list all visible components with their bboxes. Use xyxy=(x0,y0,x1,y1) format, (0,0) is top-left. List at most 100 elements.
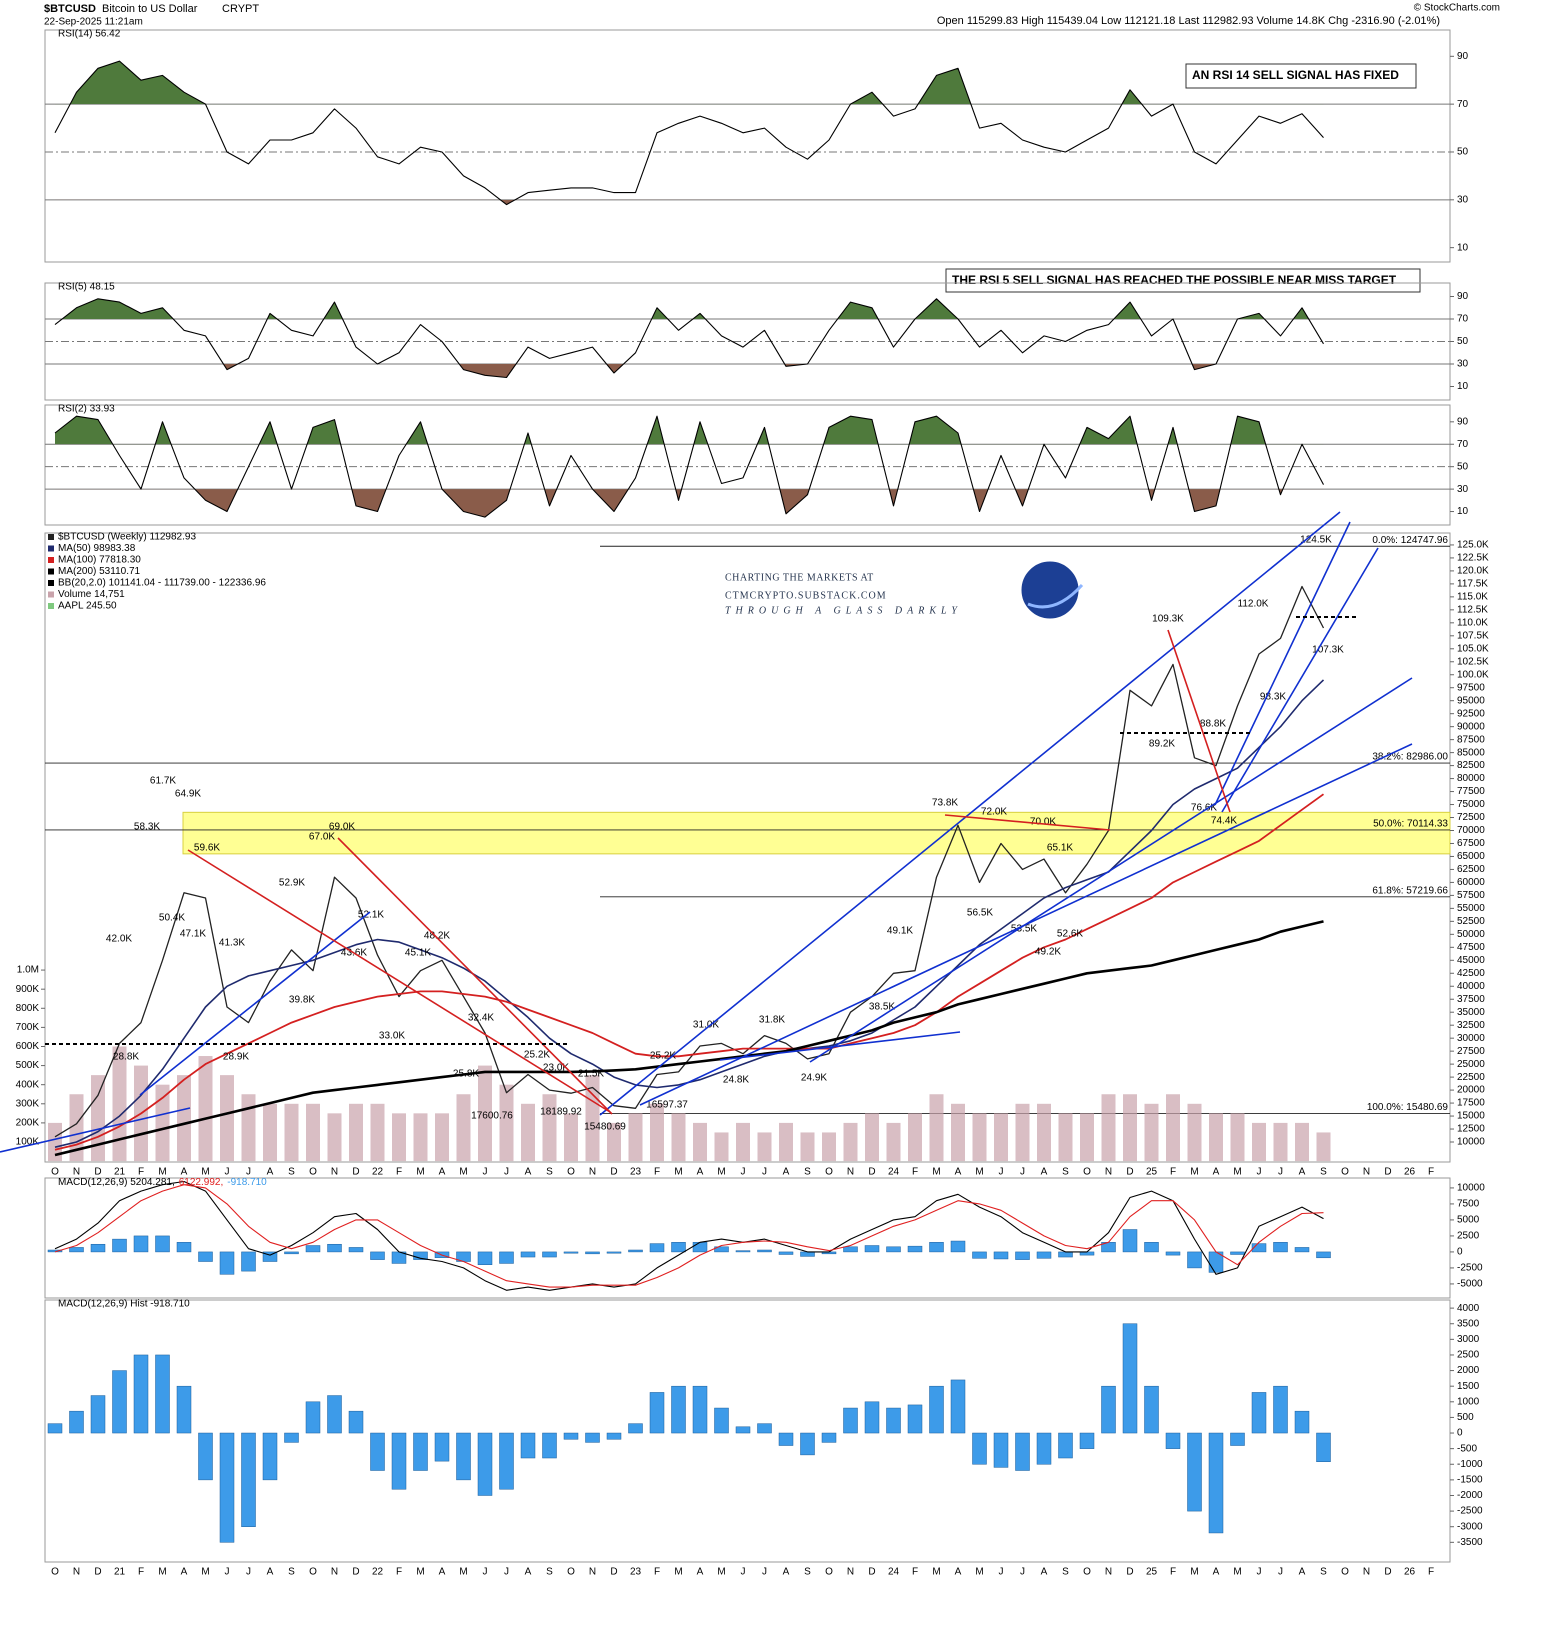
price-label: 89.2K xyxy=(1149,739,1175,750)
volume-bar xyxy=(155,1084,170,1162)
x-tick-label: A xyxy=(955,1167,962,1178)
hist-bar xyxy=(348,1410,364,1434)
price-label: 58.3K xyxy=(134,822,160,833)
x-tick-label: M xyxy=(416,1167,424,1178)
macd-hist-bar xyxy=(649,1243,665,1253)
volume-bar xyxy=(843,1122,858,1162)
volume-bar xyxy=(48,1122,62,1162)
x-tick-label: M xyxy=(459,1567,467,1578)
macd-hist-bar xyxy=(864,1245,880,1253)
x-tick-label: S xyxy=(288,1167,295,1178)
fib-label: 100.0%: 15480.69 xyxy=(1367,1102,1449,1113)
hist-bar xyxy=(176,1385,192,1434)
hist-bar xyxy=(1015,1432,1030,1471)
note-box xyxy=(1185,63,1417,89)
macd-hist-bar xyxy=(520,1251,536,1258)
hist-bar xyxy=(155,1354,170,1434)
x-tick-label: F xyxy=(1428,1167,1434,1178)
macd-hist-bar xyxy=(1273,1242,1288,1253)
volume-bar xyxy=(1252,1122,1266,1162)
y-tick-label: 27500 xyxy=(1457,1046,1485,1057)
trendline xyxy=(944,814,1111,831)
x-tick-label: A xyxy=(439,1167,446,1178)
y-tick-label: 90 xyxy=(1457,291,1469,302)
y-tick-label: 5000 xyxy=(1457,1215,1480,1226)
x-tick-label: D xyxy=(1384,1167,1391,1178)
x-tick-label: M xyxy=(1190,1167,1198,1178)
y2-tick-label: 700K xyxy=(16,1022,40,1033)
note-box xyxy=(945,268,1421,293)
macd-hist-bar xyxy=(284,1251,299,1255)
x-tick-label: A xyxy=(1213,1167,1220,1178)
x-tick-label: S xyxy=(804,1567,811,1578)
x-tick-label: M xyxy=(416,1567,424,1578)
x-tick-label: M xyxy=(201,1167,209,1178)
y-tick-label: 30 xyxy=(1457,484,1469,495)
volume-bar xyxy=(1187,1103,1202,1162)
macd-hist-bar xyxy=(262,1251,278,1262)
macd-hist-bar xyxy=(1122,1229,1138,1253)
macd-hist-bar xyxy=(112,1238,127,1253)
macd-hist-bar xyxy=(993,1251,1009,1260)
x-tick-label: M xyxy=(459,1167,467,1178)
y-tick-label: 70 xyxy=(1457,439,1469,450)
x-tick-label: S xyxy=(546,1567,553,1578)
price-label: 48.2K xyxy=(424,931,450,942)
macd-hist-bar xyxy=(563,1251,579,1254)
y-tick-label: 32500 xyxy=(1457,1020,1485,1031)
price-label: 32.4K xyxy=(468,1013,494,1024)
hist-bar xyxy=(649,1392,665,1434)
y-tick-label: -5000 xyxy=(1457,1279,1483,1290)
y-tick-label: 70 xyxy=(1457,314,1469,325)
x-tick-label: M xyxy=(932,1567,940,1578)
y2-tick-label: 100K xyxy=(16,1137,40,1148)
y-tick-label: 117.5K xyxy=(1457,579,1488,590)
price-label: 47.1K xyxy=(180,929,206,940)
panel-frame xyxy=(44,404,1451,526)
macd-hist-bar xyxy=(1144,1242,1159,1253)
y2-tick-label: 600K xyxy=(16,1041,40,1052)
volume-bar xyxy=(1015,1103,1030,1162)
x-tick-label: 22 xyxy=(372,1567,384,1578)
x-tick-label: M xyxy=(201,1567,209,1578)
y-tick-label: 17500 xyxy=(1457,1098,1485,1109)
panel-title: MACD(12,26,9) Hist -918.710 xyxy=(58,1299,190,1310)
volume-bar xyxy=(112,1046,127,1162)
y-tick-label: 7500 xyxy=(1457,1199,1480,1210)
hist-bar xyxy=(370,1432,385,1471)
volume-bar xyxy=(607,1122,621,1162)
price-label: 70.0K xyxy=(1030,817,1056,828)
volume-bar xyxy=(1295,1122,1309,1162)
x-tick-label: J xyxy=(483,1167,488,1178)
macd-hist-bar xyxy=(843,1246,858,1253)
x-tick-label: J xyxy=(999,1167,1004,1178)
x-tick-label: M xyxy=(1190,1567,1198,1578)
hist-bar xyxy=(1101,1385,1116,1434)
y-tick-label: 30 xyxy=(1457,194,1469,205)
price-label: 24.8K xyxy=(723,1075,749,1086)
y2-tick-label: 400K xyxy=(16,1079,40,1090)
hist-bar xyxy=(563,1432,579,1440)
x-tick-label: A xyxy=(439,1567,446,1578)
price-label: 52.6K xyxy=(1057,929,1083,940)
volume-bar xyxy=(994,1113,1008,1162)
macd-hist-bar xyxy=(1058,1251,1073,1258)
y-tick-label: 10 xyxy=(1457,242,1469,253)
volume-bar xyxy=(1101,1094,1116,1162)
y-tick-label: 2000 xyxy=(1457,1365,1480,1376)
volume-bar xyxy=(69,1094,84,1162)
series-line xyxy=(54,298,1324,379)
volume-bar xyxy=(349,1103,363,1162)
x-tick-label: S xyxy=(1062,1567,1069,1578)
x-tick-label: J xyxy=(504,1167,509,1178)
y-tick-label: -1000 xyxy=(1457,1459,1483,1470)
x-tick-label: M xyxy=(717,1567,725,1578)
overbought-fill xyxy=(55,61,1324,105)
x-tick-label: D xyxy=(94,1567,101,1578)
x-tick-label: O xyxy=(825,1567,833,1578)
macd-hist-bar xyxy=(1316,1251,1331,1259)
exchange: CRYPT xyxy=(222,3,259,15)
price-label: 38.5K xyxy=(869,1002,895,1013)
hist-bar xyxy=(864,1401,880,1434)
price-label: 25.2K xyxy=(650,1051,676,1062)
